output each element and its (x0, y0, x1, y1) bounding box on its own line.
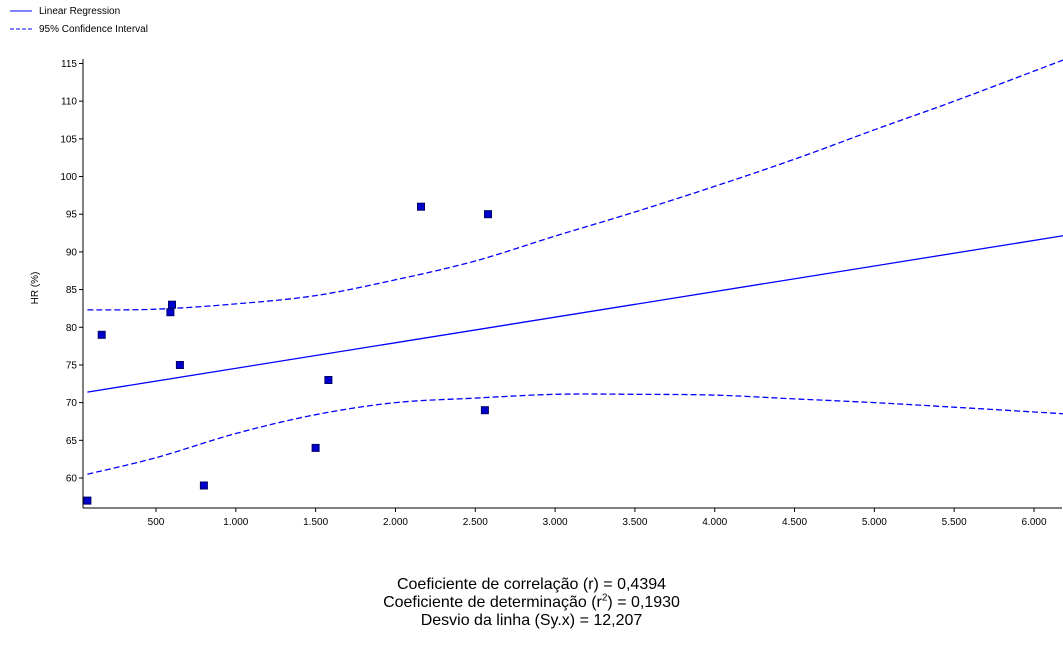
x-tick-label: 5.000 (862, 517, 887, 528)
data-point (175, 361, 184, 369)
y-tick-label: 75 (66, 360, 78, 371)
x-tick-label: 3.500 (622, 517, 647, 528)
ci-lower-line (87, 393, 1063, 475)
x-tick-label: 4.500 (782, 517, 807, 528)
y-axis-label: HR (%) (30, 272, 41, 305)
y-tick-label: 100 (60, 172, 77, 183)
y-tick-label: 95 (66, 210, 78, 221)
correlation-text: Coeficiente de correlação (r) = 0,4394 (396, 576, 667, 593)
y-tick-label: 105 (60, 134, 77, 145)
statistics-block: Coeficiente de correlação (r) = 0,4394 C… (0, 576, 1063, 630)
determination-exponent: 2 (601, 592, 608, 604)
data-point (168, 300, 176, 309)
legend: Linear Regression 95% Confidence Interva… (10, 6, 148, 35)
data-point (480, 406, 489, 415)
data-point (324, 376, 333, 384)
y-ticks: 60 65 70 75 80 85 90 95 100 105 110 115 (60, 59, 83, 485)
y-tick-label: 115 (61, 59, 77, 70)
x-tick-label: 500 (148, 517, 165, 528)
x-ticks: 500 1.000 1.500 2.000 2.500 3.000 3.500 4.000 4.… (148, 508, 1047, 528)
determination-suffix: ) = 0,1930 (607, 594, 680, 611)
legend-regression-label: Linear Regression (39, 6, 120, 17)
y-tick-label: 60 (66, 474, 78, 485)
data-point (83, 496, 92, 505)
data-point (97, 330, 106, 339)
y-tick-label: 70 (66, 398, 78, 409)
deviation-text: Desvio da linha (Sy.x) = 12,207 (420, 612, 643, 629)
regression-line (87, 235, 1063, 393)
data-point (199, 481, 208, 490)
x-tick-label: 2.000 (383, 517, 408, 528)
data-point (311, 443, 320, 452)
ci-upper-line (87, 59, 1063, 311)
x-tick-label: 1.000 (223, 517, 248, 528)
y-tick-label: 65 (66, 436, 78, 447)
y-tick-label: 90 (66, 247, 78, 258)
x-tick-label: 5.500 (942, 517, 967, 528)
x-tick-label: 6.000 (1021, 517, 1046, 528)
series-layer (83, 59, 1063, 505)
determination-prefix: Coeficiente de determinação (r (383, 594, 602, 611)
x-tick-label: 1.500 (303, 517, 328, 528)
data-point (166, 308, 175, 317)
y-tick-label: 110 (61, 97, 77, 108)
data-point (417, 202, 425, 211)
y-tick-label: 85 (66, 285, 78, 296)
x-tick-label: 4.000 (702, 517, 727, 528)
x-tick-label: 2.500 (463, 517, 488, 528)
x-tick-label: 3.000 (543, 517, 568, 528)
legend-ci-label: 95% Confidence Interval (39, 24, 148, 35)
data-point (484, 210, 492, 219)
determination-text: Coeficiente de determinação (r2) = 0,193… (0, 592, 1063, 612)
regression-chart: Linear Regression 95% Confidence Interva… (10, 6, 1063, 528)
y-tick-label: 80 (66, 323, 78, 334)
